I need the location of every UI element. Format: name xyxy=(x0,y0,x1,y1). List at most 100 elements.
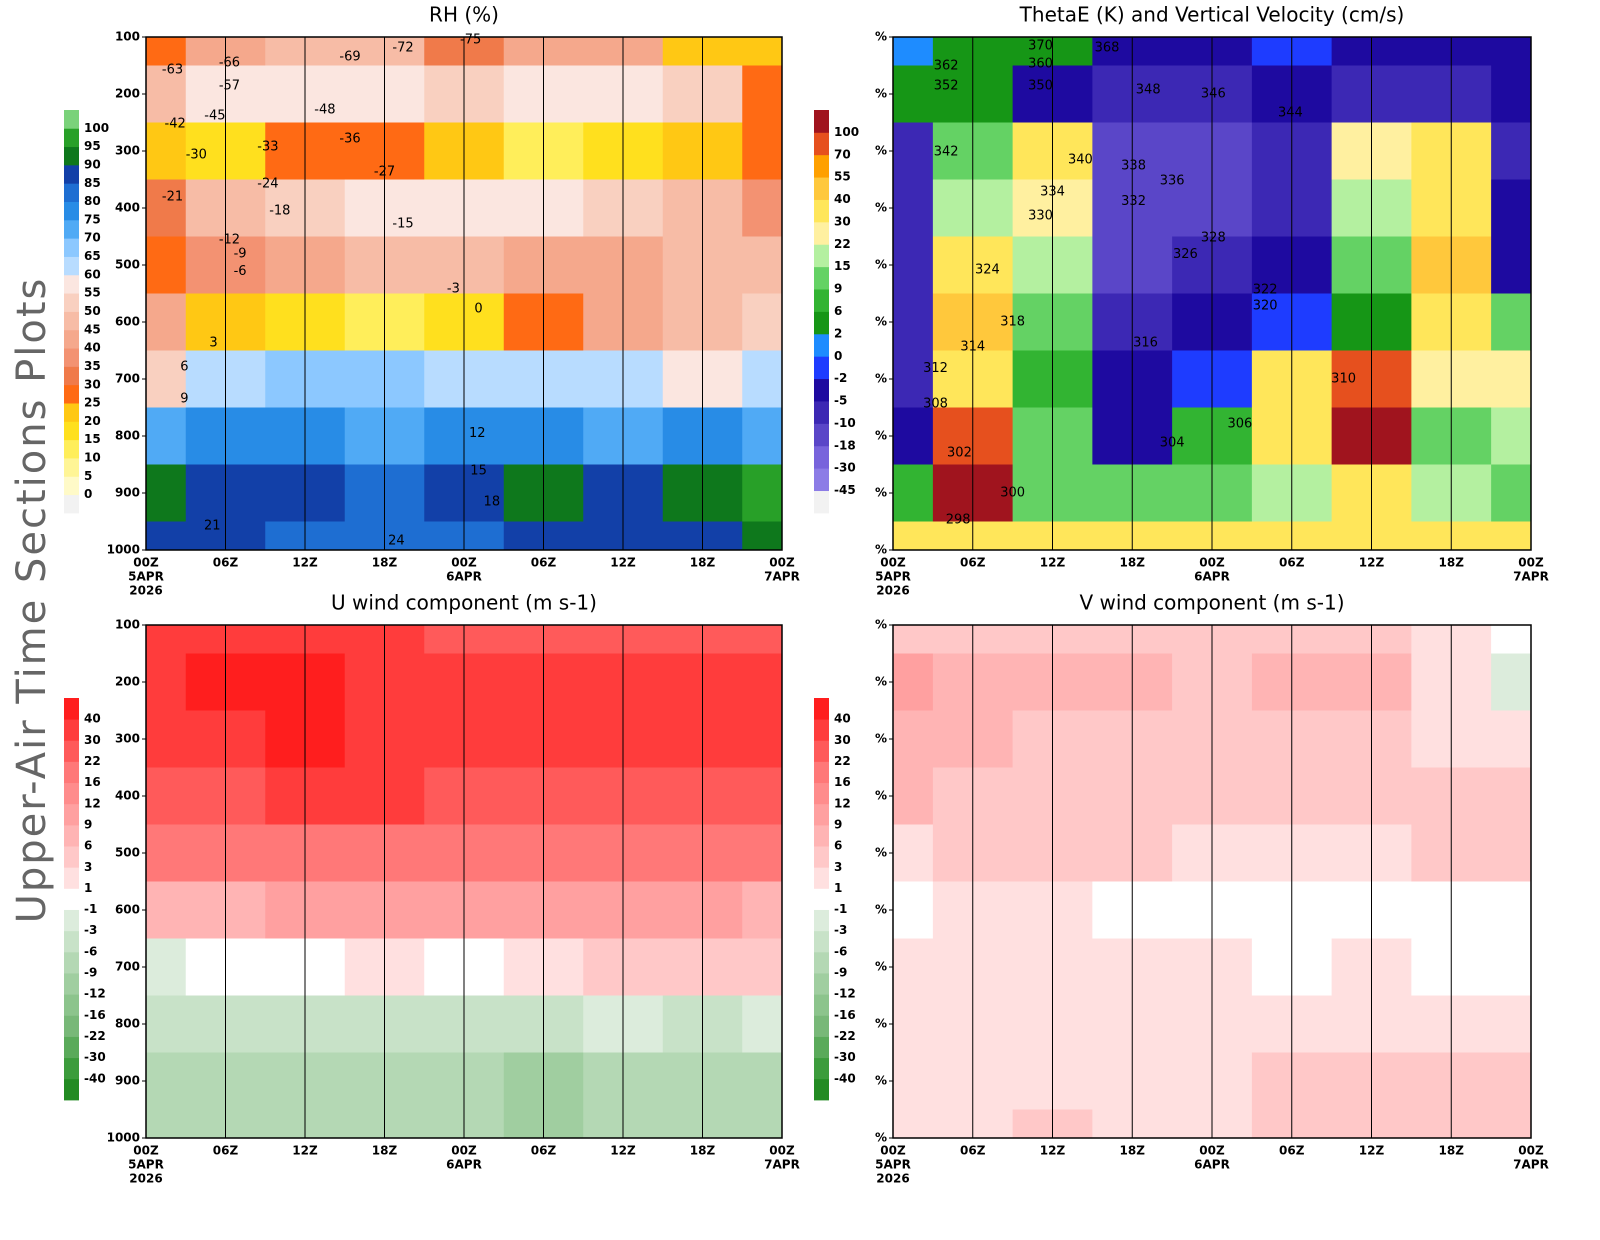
contour-label: 370 xyxy=(1028,39,1053,54)
colorbar-label: 45 xyxy=(84,322,101,336)
contour-label: 328 xyxy=(1201,231,1226,246)
contour-label: 336 xyxy=(1160,174,1185,189)
field-cell xyxy=(893,407,934,466)
y-tick-label: % xyxy=(875,372,887,386)
y-tick-label: 500 xyxy=(115,846,140,860)
contour-label: -12 xyxy=(219,232,240,247)
y-tick-label: 1000 xyxy=(107,1131,140,1145)
x-year-label: 2026 xyxy=(129,1172,162,1186)
x-tick-label: 00Z xyxy=(451,556,477,570)
colorbar-label: 40 xyxy=(834,712,851,726)
x-date-label: 6APR xyxy=(1194,1158,1230,1172)
contour-label: -3 xyxy=(447,281,460,296)
field-cell xyxy=(742,881,782,940)
colorbar-swatch xyxy=(64,311,79,331)
colorbar-label: 80 xyxy=(84,194,101,208)
colorbar-swatch xyxy=(64,458,79,477)
contour-label: 314 xyxy=(960,340,985,355)
field-cell xyxy=(146,407,187,466)
x-date-label: 5APR xyxy=(128,1158,164,1172)
x-date-label: 6APR xyxy=(446,570,482,584)
y-tick-label: 200 xyxy=(115,675,140,689)
contour-label: -57 xyxy=(219,79,240,94)
colorbar-swatch xyxy=(64,348,79,367)
colorbar-swatch xyxy=(814,867,829,889)
colorbar-swatch xyxy=(64,930,79,953)
colorbar-swatch xyxy=(64,183,79,202)
y-tick-label: 1000 xyxy=(107,543,140,557)
x-tick-label: 12Z xyxy=(1040,556,1066,570)
colorbar-swatch xyxy=(814,888,829,910)
field-cell xyxy=(1491,995,1531,1054)
colorbar-swatch xyxy=(64,761,79,784)
field-cell xyxy=(146,995,187,1054)
contour-label: -48 xyxy=(314,102,335,117)
colorbar-swatch xyxy=(64,128,79,148)
field-cell xyxy=(742,710,782,769)
x-tick-label: 12Z xyxy=(1040,1144,1066,1158)
colorbar-label: -9 xyxy=(834,966,847,980)
colorbar-label: -40 xyxy=(84,1071,106,1085)
colorbar-label: 90 xyxy=(84,157,101,171)
field-cell xyxy=(742,65,782,124)
colorbar-label: 25 xyxy=(84,396,101,410)
field-cell xyxy=(146,938,187,997)
colorbar-swatch xyxy=(814,244,829,268)
field-cell xyxy=(742,350,782,409)
x-tick-label: 18Z xyxy=(690,1144,716,1158)
field-cell xyxy=(893,521,934,550)
colorbar-label: -30 xyxy=(834,461,856,475)
contour-label: 348 xyxy=(1136,83,1161,98)
colorbar-label: 30 xyxy=(84,733,101,747)
colorbar-label: 22 xyxy=(84,754,101,768)
contour-label: -69 xyxy=(339,49,360,64)
colorbar-label: 40 xyxy=(84,341,101,355)
colorbar-swatch xyxy=(64,1036,79,1059)
x-tick-label: 12Z xyxy=(610,1144,636,1158)
colorbar-swatch xyxy=(814,1015,829,1037)
field-cell xyxy=(1491,37,1531,67)
x-tick-label: 00Z xyxy=(1518,556,1544,570)
x-tick-label: 12Z xyxy=(292,556,318,570)
colorbar-label: 1 xyxy=(84,881,92,895)
colorbar-swatch xyxy=(64,293,79,312)
colorbar-label: 40 xyxy=(834,192,851,206)
field-cell xyxy=(1491,407,1531,466)
field-cell xyxy=(742,293,782,352)
x-year-label: 2026 xyxy=(876,1172,909,1186)
colorbar-swatch xyxy=(814,909,829,932)
contour-label: -24 xyxy=(257,177,278,192)
field-cell xyxy=(742,995,782,1054)
field-cell xyxy=(146,293,187,352)
contour-label: -21 xyxy=(162,190,183,205)
contour-label: 3 xyxy=(209,336,217,351)
colorbar-label: 16 xyxy=(84,775,101,789)
chart-title: ThetaE (K) and Vertical Velocity (cm/s) xyxy=(1019,3,1405,27)
contour-label: 24 xyxy=(388,533,405,548)
colorbar-label: -30 xyxy=(834,1050,856,1064)
x-tick-label: 12Z xyxy=(1359,1144,1385,1158)
colorbar-label: -18 xyxy=(834,438,856,452)
colorbar-swatch xyxy=(814,698,829,720)
colorbar-swatch xyxy=(814,221,829,245)
colorbar-swatch xyxy=(814,356,829,380)
colorbar-label: 3 xyxy=(84,860,92,874)
y-tick-label: 100 xyxy=(115,618,140,632)
colorbar-swatch xyxy=(64,421,79,441)
colorbar-swatch xyxy=(64,201,79,221)
colorbar-swatch xyxy=(814,1057,829,1080)
colorbar-swatch xyxy=(814,378,829,402)
contour-label: 18 xyxy=(484,495,501,510)
y-tick-label: % xyxy=(875,618,887,632)
contour-label: -75 xyxy=(460,32,481,47)
colorbar-label: 15 xyxy=(84,432,101,446)
x-tick-label: 00Z xyxy=(880,556,906,570)
field-cell xyxy=(742,625,782,655)
field-cell xyxy=(146,65,187,124)
x-tick-label: 06Z xyxy=(213,556,239,570)
x-tick-label: 06Z xyxy=(531,556,557,570)
colorbar-swatch xyxy=(64,110,79,129)
x-date-label: 7APR xyxy=(1513,1158,1549,1172)
colorbar-label: -6 xyxy=(834,944,847,958)
field-cell xyxy=(1491,293,1531,352)
